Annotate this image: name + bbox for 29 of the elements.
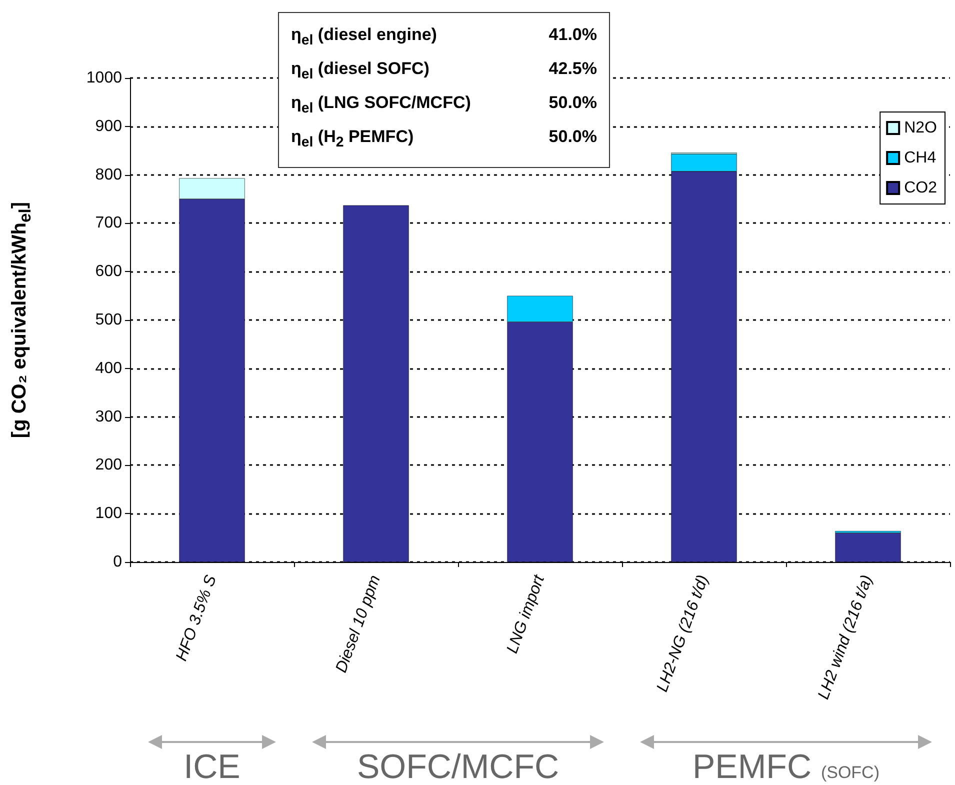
text: η$_{el}$ (diesel engine) <box>291 25 437 50</box>
text: SOFC/MCFC <box>356 748 560 785</box>
x-tick-label: LH2 wind (216 t/a) <box>815 573 876 702</box>
y-tick-label: 900 <box>95 118 122 135</box>
annotation: 50.0% <box>548 127 597 148</box>
annotation: η$_{el}$ (H$_{2}$ PEMFC) <box>291 127 414 152</box>
y-tick-label: 700 <box>95 214 122 232</box>
y-tick-label: 100 <box>95 505 122 522</box>
text: ICE <box>184 748 240 785</box>
x-tick-label: Diesel 10 ppm <box>333 573 384 676</box>
annotation: 50.0% <box>548 93 597 114</box>
y-tick-label: 500 <box>95 312 122 328</box>
y-tick-label: 1000 <box>86 70 122 86</box>
y-tick-label: 200 <box>95 456 122 474</box>
text: 41.0% <box>548 25 597 46</box>
y-tick-label: 800 <box>95 166 122 184</box>
y-tick-label: 400 <box>95 360 122 377</box>
text: 42.5% <box>548 59 597 80</box>
annotation: η$_{el}$ (diesel SOFC) <box>291 59 430 84</box>
text: PEMFC (SOFC) <box>692 748 880 785</box>
y-tick-label: 300 <box>95 408 122 426</box>
y-tick-label: 600 <box>95 263 122 280</box>
legend-label: N2O <box>904 120 938 136</box>
legend-label: CH4 <box>904 150 936 166</box>
y-tick-label: 0 <box>113 554 122 570</box>
legend-label: CO2 <box>904 180 938 196</box>
x-tick-label: LNG import <box>504 572 548 656</box>
x-tick-label: HFO 3.5% S <box>173 572 220 664</box>
annotation: η$_{el}$ (LNG SOFC/MCFC) <box>291 93 471 118</box>
